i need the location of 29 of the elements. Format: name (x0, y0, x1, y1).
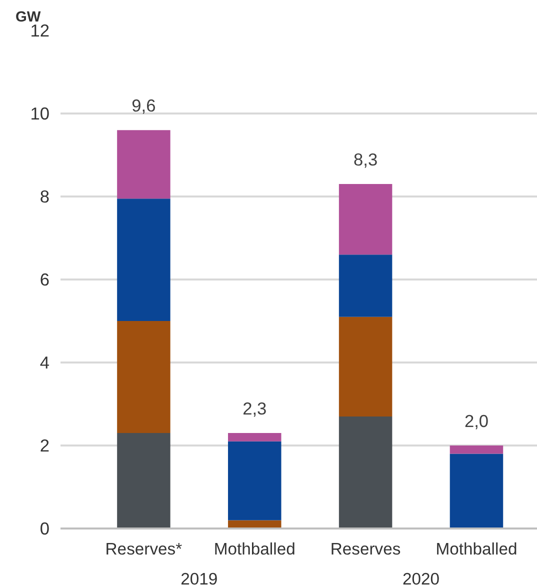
bar (117, 198, 170, 321)
bar (338, 416, 392, 528)
y-tick-label: 8 (40, 186, 50, 206)
total-label: 8,3 (354, 149, 378, 170)
y-tick-label: 4 (40, 352, 50, 372)
y-tick-label: 0 (40, 518, 50, 538)
x-tick-label: Reserves* (105, 540, 183, 558)
text: 2020 (402, 570, 440, 587)
total-label: 2,0 (464, 410, 489, 431)
bar (117, 321, 170, 434)
y-tick-label: 10 (30, 104, 50, 124)
x-tick-label: Reserves (330, 540, 401, 558)
bar (338, 316, 392, 416)
bar (450, 446, 504, 454)
bar (228, 441, 282, 520)
total-label: 2,3 (242, 398, 267, 418)
bar (228, 520, 282, 528)
bar (117, 433, 170, 528)
text: 2019 (180, 570, 218, 587)
total-label: 9,6 (132, 95, 156, 116)
bar (228, 433, 282, 442)
x-tick-label: Mothballed (436, 540, 518, 558)
bar (450, 454, 504, 528)
bar (338, 184, 392, 255)
y-tick-label: 2 (40, 436, 50, 456)
y-tick-label: 6 (40, 270, 50, 290)
bar (338, 254, 392, 317)
bar (117, 130, 170, 199)
x-tick-label: Mothballed (214, 540, 296, 558)
